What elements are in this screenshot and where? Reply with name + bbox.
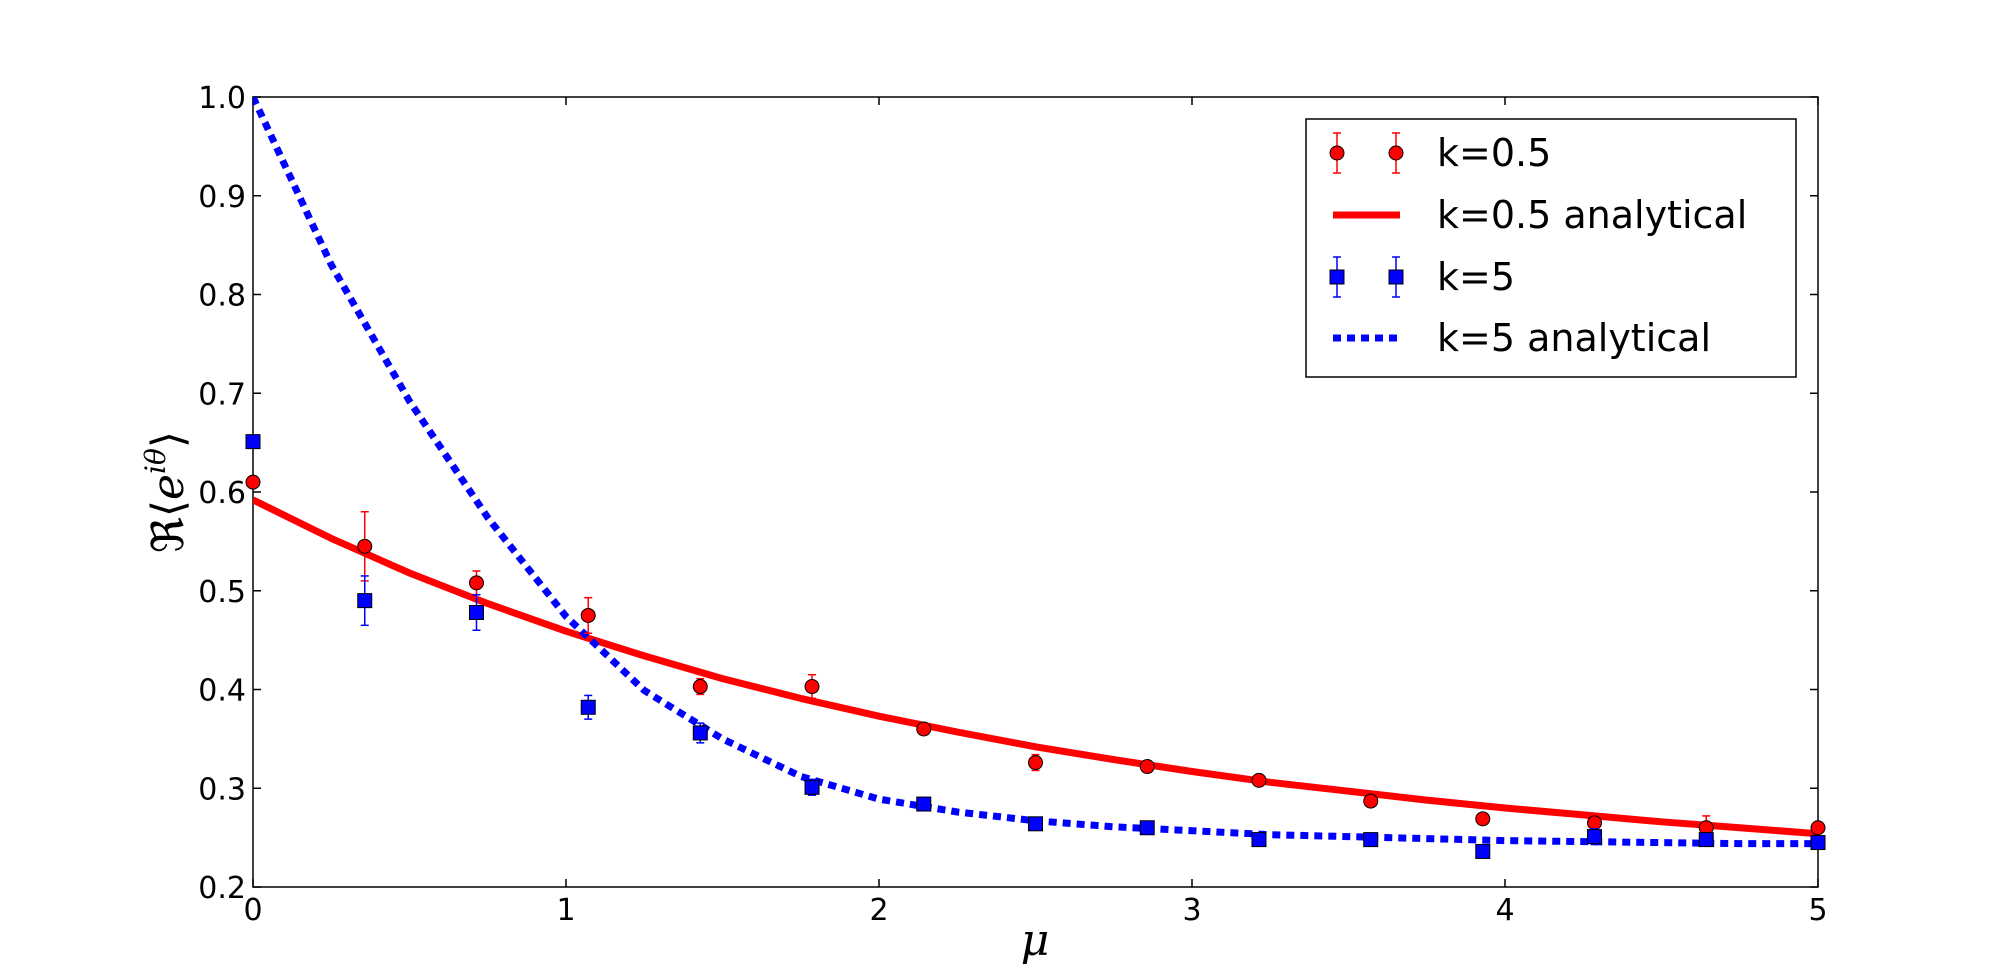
data-point: [468, 575, 484, 591]
ticks: 0 1 2 3 4 5 0.2 0.3 0.4 0.5 0.6 0.7 0.8 0.9 1.0: [198, 81, 1827, 928]
x-tick-label: 4: [1495, 893, 1514, 928]
data-point: [1028, 755, 1043, 771]
data-point: [804, 779, 820, 795]
x-tick-label: 1: [556, 893, 575, 928]
data-point: [1363, 793, 1379, 809]
data-point: [804, 679, 820, 695]
data-point: [1028, 816, 1043, 832]
data-point: [1475, 811, 1491, 827]
data-point: [1698, 832, 1714, 848]
data-point: [692, 679, 708, 695]
legend-label: k=0.5 analytical: [1437, 193, 1747, 237]
x-tick-label: 2: [869, 893, 888, 928]
x-axis-label: μ: [1021, 915, 1050, 966]
x-tick-label: 5: [1808, 893, 1827, 928]
data-point: [1251, 772, 1267, 788]
legend-marker: [1329, 269, 1345, 285]
data-point: [1587, 815, 1603, 831]
data-point: [1139, 759, 1155, 775]
data-point: [1810, 835, 1826, 851]
y-tick-label: 0.2: [198, 871, 246, 906]
x-tick-label: 3: [1182, 893, 1201, 928]
y-axis-label: ℜ⟨eiθ⟩: [139, 431, 194, 553]
series-line-k-0-5-analytical: [253, 496, 1818, 838]
data-point: [245, 474, 261, 490]
legend-label: k=0.5: [1437, 131, 1551, 175]
data-point: [245, 434, 261, 450]
legend-marker: [1388, 269, 1404, 285]
x-tick-label: 0: [243, 893, 262, 928]
data-point: [1810, 820, 1826, 836]
y-tick-label: 0.7: [198, 377, 246, 412]
svg-text:ℜ⟨eiθ⟩: ℜ⟨eiθ⟩: [139, 431, 194, 553]
data-point: [916, 796, 932, 812]
data-point: [1363, 832, 1379, 848]
data-point: [692, 725, 708, 741]
plot-content: [245, 97, 1826, 859]
y-tick-label: 0.9: [198, 180, 246, 215]
data-point: [357, 538, 373, 554]
legend-marker: [1329, 145, 1345, 161]
y-tick-label: 1.0: [198, 81, 246, 116]
y-tick-label: 0.8: [198, 279, 246, 314]
y-tick-label: 0.4: [198, 674, 246, 709]
data-point: [357, 593, 373, 609]
legend-label: k=5: [1437, 255, 1515, 299]
y-tick-label: 0.3: [198, 772, 246, 807]
data-point: [580, 699, 596, 715]
legend-box: [1305, 118, 1797, 378]
legend: k=0.5 k=0.5 analytical k=5 k=5 analytical: [1305, 118, 1797, 378]
y-tick-label: 0.6: [198, 476, 246, 511]
data-point: [580, 607, 596, 623]
legend-label: k=5 analytical: [1437, 316, 1711, 360]
data-point: [1587, 829, 1603, 845]
legend-marker: [1388, 145, 1404, 161]
data-point: [1139, 820, 1155, 836]
data-point: [916, 721, 932, 737]
data-point: [468, 604, 484, 620]
data-point: [1475, 843, 1491, 859]
y-tick-label: 0.5: [198, 575, 246, 610]
data-point: [1251, 832, 1267, 848]
